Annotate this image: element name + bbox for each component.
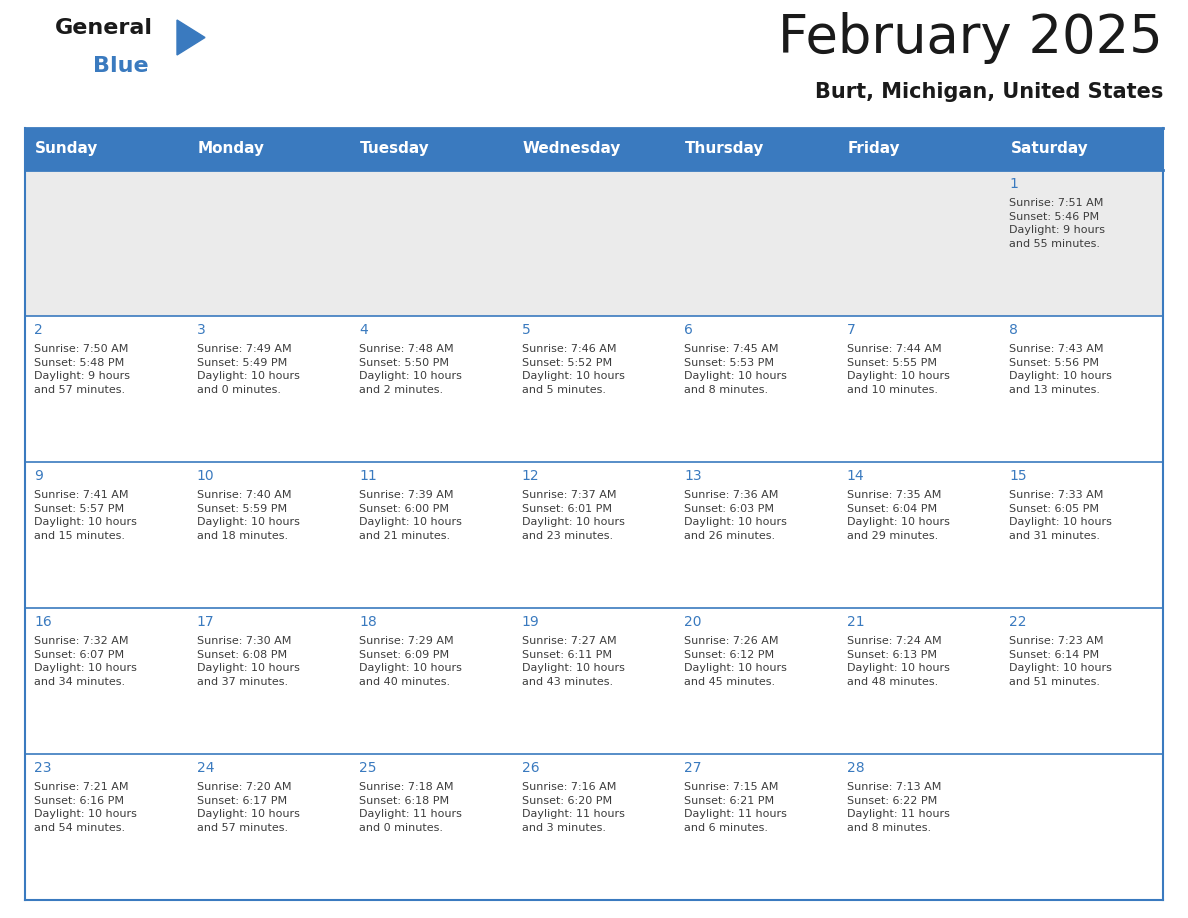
Bar bbox=[25, 170, 1163, 316]
Text: Sunday: Sunday bbox=[34, 141, 99, 156]
Text: 8: 8 bbox=[1010, 323, 1018, 337]
Bar bbox=[25, 462, 1163, 608]
Text: Sunrise: 7:46 AM
Sunset: 5:52 PM
Daylight: 10 hours
and 5 minutes.: Sunrise: 7:46 AM Sunset: 5:52 PM Dayligh… bbox=[522, 344, 625, 395]
Text: 20: 20 bbox=[684, 615, 702, 629]
Text: 17: 17 bbox=[196, 615, 214, 629]
Text: Sunrise: 7:26 AM
Sunset: 6:12 PM
Daylight: 10 hours
and 45 minutes.: Sunrise: 7:26 AM Sunset: 6:12 PM Dayligh… bbox=[684, 636, 788, 687]
Text: 14: 14 bbox=[847, 469, 865, 483]
Text: Sunrise: 7:29 AM
Sunset: 6:09 PM
Daylight: 10 hours
and 40 minutes.: Sunrise: 7:29 AM Sunset: 6:09 PM Dayligh… bbox=[359, 636, 462, 687]
Text: Sunrise: 7:43 AM
Sunset: 5:56 PM
Daylight: 10 hours
and 13 minutes.: Sunrise: 7:43 AM Sunset: 5:56 PM Dayligh… bbox=[1010, 344, 1112, 395]
Text: Sunrise: 7:30 AM
Sunset: 6:08 PM
Daylight: 10 hours
and 37 minutes.: Sunrise: 7:30 AM Sunset: 6:08 PM Dayligh… bbox=[196, 636, 299, 687]
Text: 9: 9 bbox=[34, 469, 43, 483]
Text: 2: 2 bbox=[34, 323, 43, 337]
Text: Sunrise: 7:24 AM
Sunset: 6:13 PM
Daylight: 10 hours
and 48 minutes.: Sunrise: 7:24 AM Sunset: 6:13 PM Dayligh… bbox=[847, 636, 949, 687]
Text: Blue: Blue bbox=[93, 56, 148, 76]
Text: Sunrise: 7:40 AM
Sunset: 5:59 PM
Daylight: 10 hours
and 18 minutes.: Sunrise: 7:40 AM Sunset: 5:59 PM Dayligh… bbox=[196, 490, 299, 541]
Text: Friday: Friday bbox=[848, 141, 901, 156]
Bar bbox=[1000, 128, 1163, 170]
Text: Burt, Michigan, United States: Burt, Michigan, United States bbox=[815, 82, 1163, 102]
Text: Sunrise: 7:48 AM
Sunset: 5:50 PM
Daylight: 10 hours
and 2 minutes.: Sunrise: 7:48 AM Sunset: 5:50 PM Dayligh… bbox=[359, 344, 462, 395]
Text: Saturday: Saturday bbox=[1011, 141, 1088, 156]
Text: 10: 10 bbox=[196, 469, 214, 483]
Text: Sunrise: 7:41 AM
Sunset: 5:57 PM
Daylight: 10 hours
and 15 minutes.: Sunrise: 7:41 AM Sunset: 5:57 PM Dayligh… bbox=[34, 490, 137, 541]
Text: Wednesday: Wednesday bbox=[523, 141, 621, 156]
Text: 18: 18 bbox=[359, 615, 377, 629]
Text: 16: 16 bbox=[34, 615, 52, 629]
Text: 23: 23 bbox=[34, 761, 51, 775]
Text: Sunrise: 7:21 AM
Sunset: 6:16 PM
Daylight: 10 hours
and 54 minutes.: Sunrise: 7:21 AM Sunset: 6:16 PM Dayligh… bbox=[34, 782, 137, 833]
Bar bbox=[513, 128, 675, 170]
Text: Tuesday: Tuesday bbox=[360, 141, 430, 156]
Text: 5: 5 bbox=[522, 323, 531, 337]
Text: 24: 24 bbox=[196, 761, 214, 775]
Text: Sunrise: 7:37 AM
Sunset: 6:01 PM
Daylight: 10 hours
and 23 minutes.: Sunrise: 7:37 AM Sunset: 6:01 PM Dayligh… bbox=[522, 490, 625, 541]
Text: 12: 12 bbox=[522, 469, 539, 483]
Text: 26: 26 bbox=[522, 761, 539, 775]
Text: Sunrise: 7:35 AM
Sunset: 6:04 PM
Daylight: 10 hours
and 29 minutes.: Sunrise: 7:35 AM Sunset: 6:04 PM Dayligh… bbox=[847, 490, 949, 541]
Text: Sunrise: 7:13 AM
Sunset: 6:22 PM
Daylight: 11 hours
and 8 minutes.: Sunrise: 7:13 AM Sunset: 6:22 PM Dayligh… bbox=[847, 782, 949, 833]
Text: Sunrise: 7:18 AM
Sunset: 6:18 PM
Daylight: 11 hours
and 0 minutes.: Sunrise: 7:18 AM Sunset: 6:18 PM Dayligh… bbox=[359, 782, 462, 833]
Text: 13: 13 bbox=[684, 469, 702, 483]
Text: 1: 1 bbox=[1010, 177, 1018, 191]
Bar bbox=[25, 754, 1163, 900]
Text: 4: 4 bbox=[359, 323, 368, 337]
Bar bbox=[350, 128, 513, 170]
Bar bbox=[25, 316, 1163, 462]
Text: Sunrise: 7:45 AM
Sunset: 5:53 PM
Daylight: 10 hours
and 8 minutes.: Sunrise: 7:45 AM Sunset: 5:53 PM Dayligh… bbox=[684, 344, 788, 395]
Bar bbox=[25, 608, 1163, 754]
Text: Sunrise: 7:51 AM
Sunset: 5:46 PM
Daylight: 9 hours
and 55 minutes.: Sunrise: 7:51 AM Sunset: 5:46 PM Dayligh… bbox=[1010, 198, 1105, 249]
Text: February 2025: February 2025 bbox=[778, 12, 1163, 64]
Text: Sunrise: 7:16 AM
Sunset: 6:20 PM
Daylight: 11 hours
and 3 minutes.: Sunrise: 7:16 AM Sunset: 6:20 PM Dayligh… bbox=[522, 782, 625, 833]
Text: 19: 19 bbox=[522, 615, 539, 629]
Text: 25: 25 bbox=[359, 761, 377, 775]
Text: 27: 27 bbox=[684, 761, 702, 775]
Polygon shape bbox=[177, 20, 206, 55]
Text: Sunrise: 7:15 AM
Sunset: 6:21 PM
Daylight: 11 hours
and 6 minutes.: Sunrise: 7:15 AM Sunset: 6:21 PM Dayligh… bbox=[684, 782, 788, 833]
Text: Sunrise: 7:36 AM
Sunset: 6:03 PM
Daylight: 10 hours
and 26 minutes.: Sunrise: 7:36 AM Sunset: 6:03 PM Dayligh… bbox=[684, 490, 788, 541]
Text: Sunrise: 7:20 AM
Sunset: 6:17 PM
Daylight: 10 hours
and 57 minutes.: Sunrise: 7:20 AM Sunset: 6:17 PM Dayligh… bbox=[196, 782, 299, 833]
Text: 21: 21 bbox=[847, 615, 865, 629]
Text: 22: 22 bbox=[1010, 615, 1026, 629]
Bar bbox=[838, 128, 1000, 170]
Text: General: General bbox=[55, 18, 153, 38]
Text: Sunrise: 7:39 AM
Sunset: 6:00 PM
Daylight: 10 hours
and 21 minutes.: Sunrise: 7:39 AM Sunset: 6:00 PM Dayligh… bbox=[359, 490, 462, 541]
Text: Sunrise: 7:44 AM
Sunset: 5:55 PM
Daylight: 10 hours
and 10 minutes.: Sunrise: 7:44 AM Sunset: 5:55 PM Dayligh… bbox=[847, 344, 949, 395]
Text: Sunrise: 7:32 AM
Sunset: 6:07 PM
Daylight: 10 hours
and 34 minutes.: Sunrise: 7:32 AM Sunset: 6:07 PM Dayligh… bbox=[34, 636, 137, 687]
Text: 6: 6 bbox=[684, 323, 693, 337]
Text: Monday: Monday bbox=[197, 141, 265, 156]
Bar bbox=[675, 128, 838, 170]
Text: 11: 11 bbox=[359, 469, 377, 483]
Text: 15: 15 bbox=[1010, 469, 1028, 483]
Bar bbox=[25, 128, 188, 170]
Text: 28: 28 bbox=[847, 761, 865, 775]
Bar bbox=[188, 128, 350, 170]
Text: 3: 3 bbox=[196, 323, 206, 337]
Text: 7: 7 bbox=[847, 323, 855, 337]
Text: Sunrise: 7:27 AM
Sunset: 6:11 PM
Daylight: 10 hours
and 43 minutes.: Sunrise: 7:27 AM Sunset: 6:11 PM Dayligh… bbox=[522, 636, 625, 687]
Text: Sunrise: 7:23 AM
Sunset: 6:14 PM
Daylight: 10 hours
and 51 minutes.: Sunrise: 7:23 AM Sunset: 6:14 PM Dayligh… bbox=[1010, 636, 1112, 687]
Text: Sunrise: 7:50 AM
Sunset: 5:48 PM
Daylight: 9 hours
and 57 minutes.: Sunrise: 7:50 AM Sunset: 5:48 PM Dayligh… bbox=[34, 344, 129, 395]
Text: Sunrise: 7:49 AM
Sunset: 5:49 PM
Daylight: 10 hours
and 0 minutes.: Sunrise: 7:49 AM Sunset: 5:49 PM Dayligh… bbox=[196, 344, 299, 395]
Text: Thursday: Thursday bbox=[685, 141, 765, 156]
Text: Sunrise: 7:33 AM
Sunset: 6:05 PM
Daylight: 10 hours
and 31 minutes.: Sunrise: 7:33 AM Sunset: 6:05 PM Dayligh… bbox=[1010, 490, 1112, 541]
